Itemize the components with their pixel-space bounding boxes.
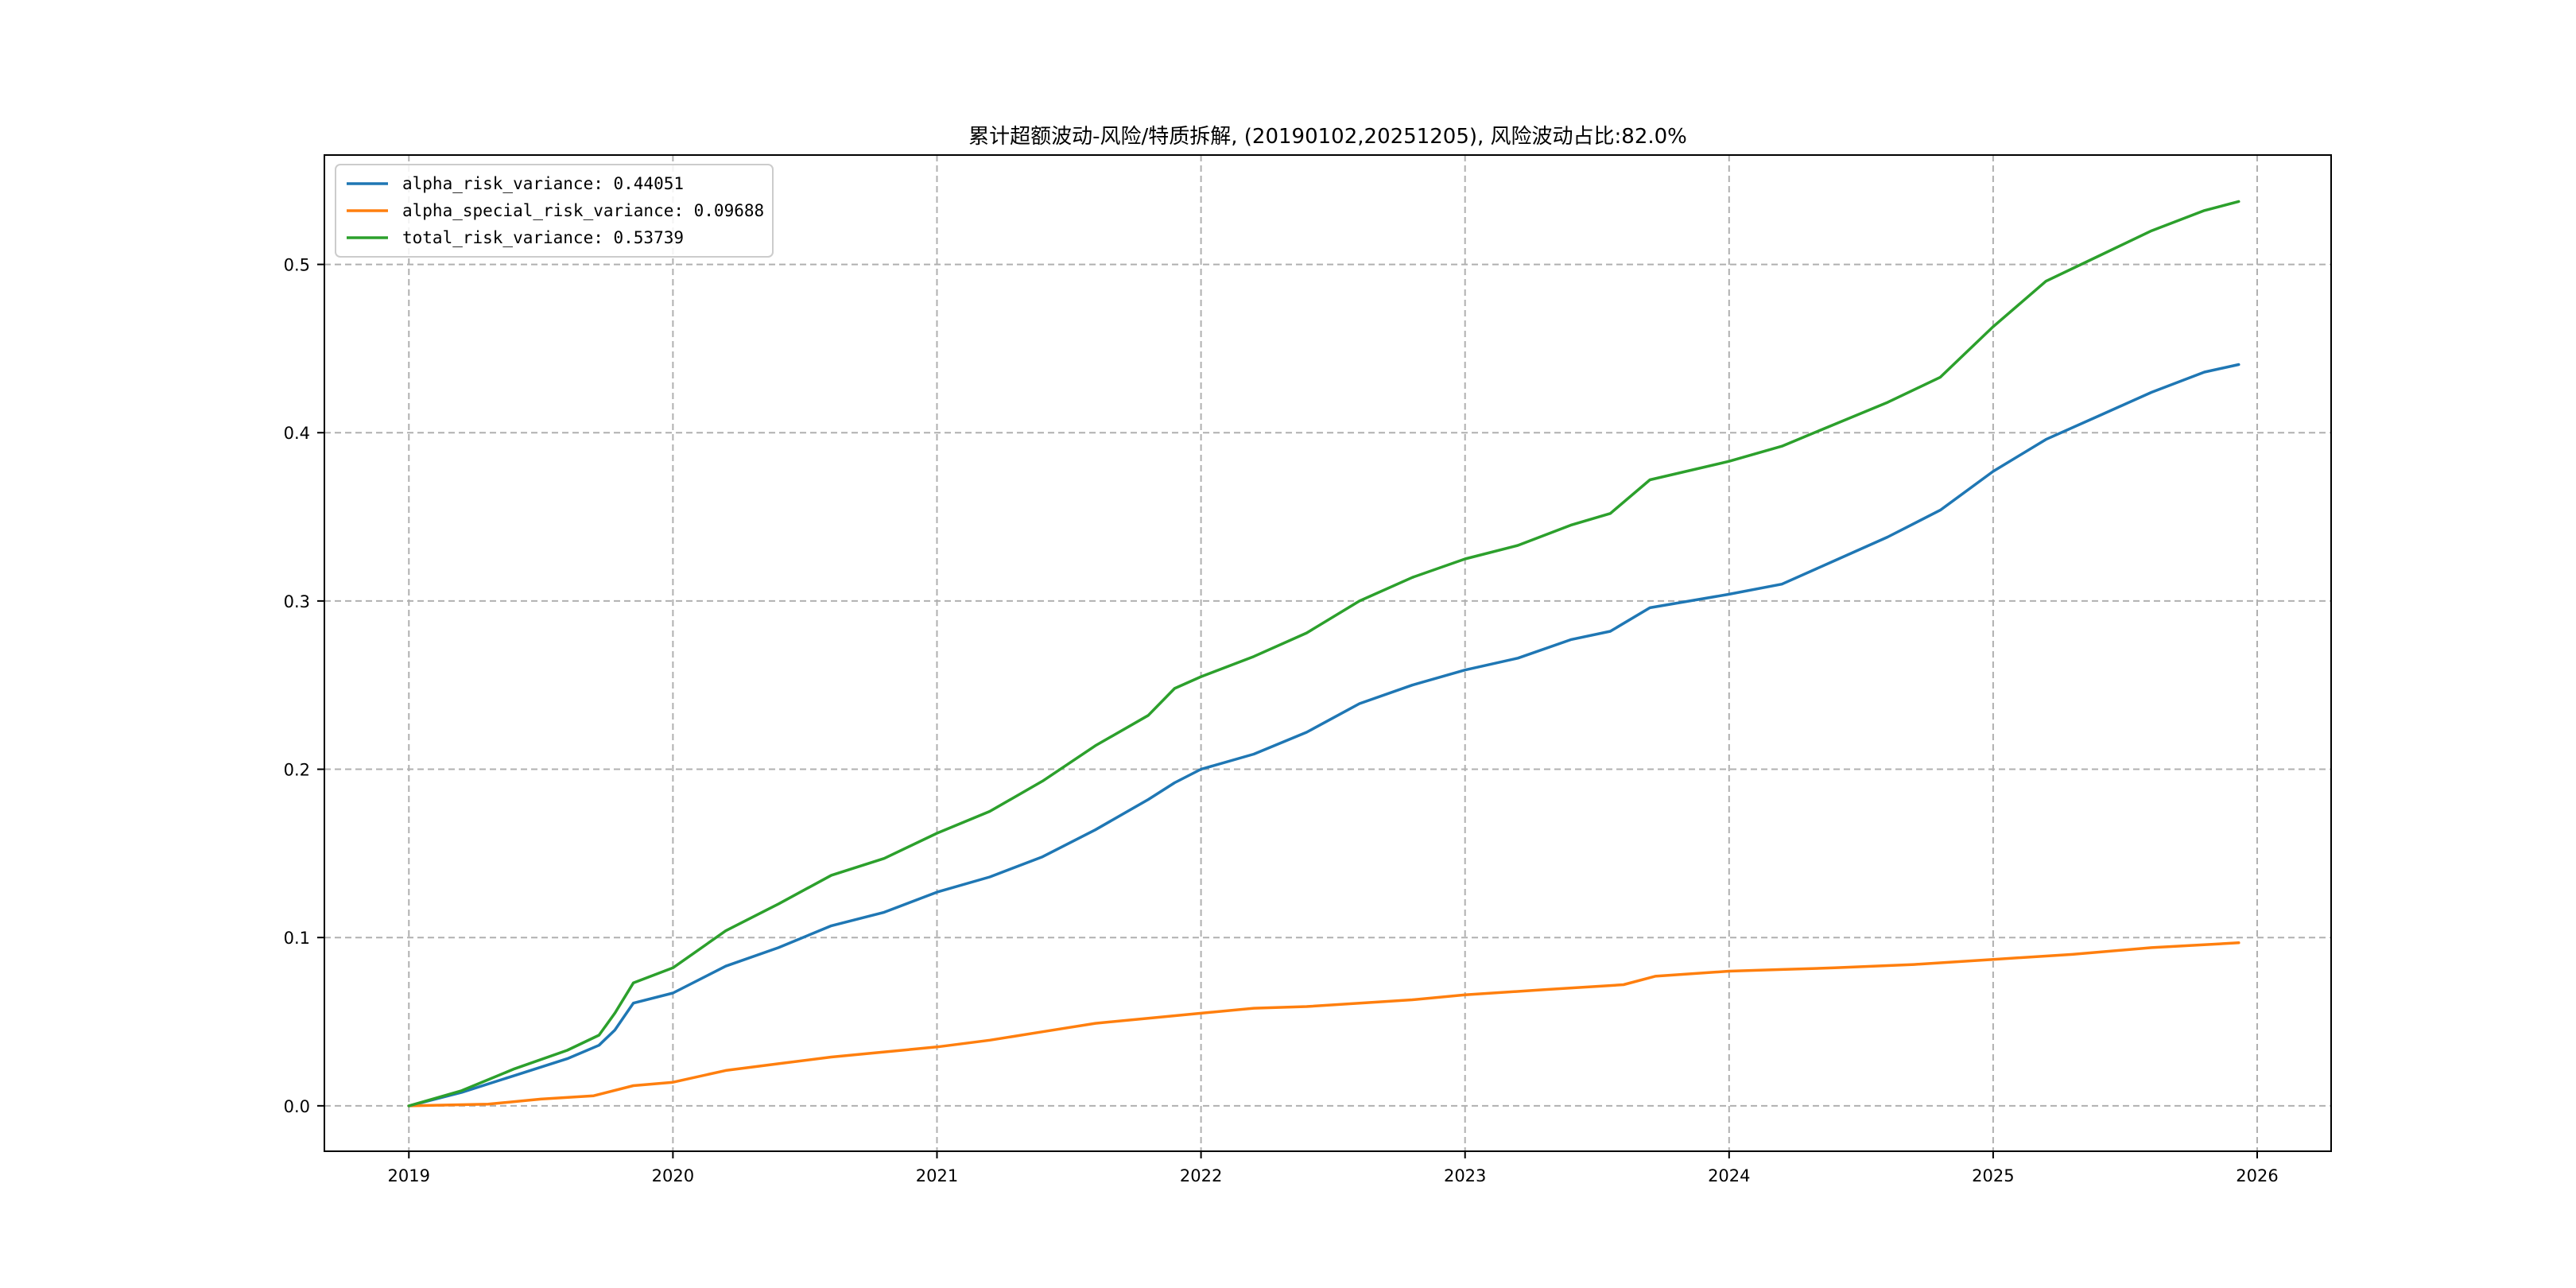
legend-label-alpha_special_risk_variance: alpha_special_risk_variance: 0.09688 bbox=[402, 201, 764, 220]
x-tick-label: 2024 bbox=[1708, 1166, 1750, 1185]
y-tick-label: 0.2 bbox=[284, 761, 310, 780]
x-tick-label: 2019 bbox=[388, 1166, 430, 1185]
chart-title: 累计超额波动-风险/特质拆解, (20190102,20251205), 风险波… bbox=[968, 125, 1687, 149]
legend: alpha_risk_variance: 0.44051 alpha_specia… bbox=[335, 164, 774, 258]
x-tick-label: 2025 bbox=[1972, 1166, 2014, 1185]
y-tick-label: 0.0 bbox=[284, 1097, 310, 1116]
legend-box bbox=[335, 164, 774, 258]
y-tick-label: 0.3 bbox=[284, 592, 310, 611]
x-tick-label: 2020 bbox=[652, 1166, 694, 1185]
x-tick-label: 2022 bbox=[1180, 1166, 1222, 1185]
legend-label-total_risk_variance: total_risk_variance: 0.53739 bbox=[402, 228, 684, 247]
series-line-alpha_special_risk_variance bbox=[407, 941, 2240, 1108]
y-tick-label: 0.1 bbox=[284, 929, 310, 948]
x-tick-label: 2026 bbox=[2236, 1166, 2278, 1185]
legend-label-alpha_risk_variance: alpha_risk_variance: 0.44051 bbox=[402, 174, 684, 193]
grid bbox=[324, 155, 2331, 1151]
series-lines bbox=[407, 200, 2240, 1108]
series-line-alpha_risk_variance bbox=[407, 363, 2240, 1108]
x-tick-label: 2021 bbox=[916, 1166, 958, 1185]
plot-area-frame bbox=[324, 154, 2332, 1152]
x-tick-label: 2023 bbox=[1444, 1166, 1486, 1185]
series-line-total_risk_variance bbox=[407, 200, 2240, 1108]
axis-ticks: 2019 2020 2021 2022 2023 2024 2025 2026 0.0 0.1 0.… bbox=[284, 256, 2279, 1185]
y-tick-label: 0.4 bbox=[284, 424, 310, 443]
y-tick-label: 0.5 bbox=[284, 256, 310, 275]
